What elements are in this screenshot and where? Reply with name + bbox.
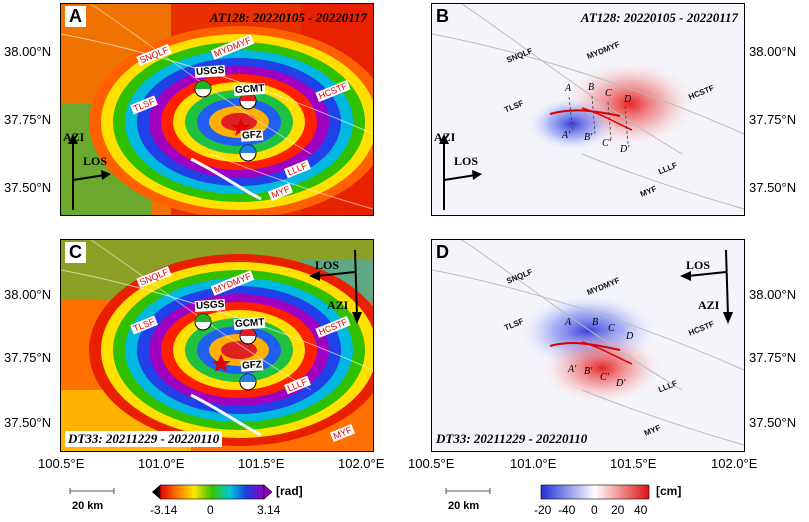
colorbar-cm (540, 484, 650, 500)
panel-title: AT128: 20220105 - 20220117 (580, 10, 738, 25)
profile-start-label: D (624, 94, 632, 105)
profile-start-label: A (565, 317, 572, 328)
colorbar-unit: [cm] (656, 484, 682, 498)
lon-tick-label: 101.5°E (610, 456, 657, 471)
lon-tick-label: 100.5°E (408, 456, 455, 471)
profile-start-label: C (605, 88, 612, 99)
los-label: LOS (686, 258, 711, 272)
mechanism-label: GCMT (233, 316, 266, 331)
azi-los-arrows (309, 249, 362, 324)
azi-label: AZI (327, 298, 349, 312)
profile-start-label: C (608, 323, 615, 334)
lat-tick-label: 37.50°N (749, 180, 797, 195)
profile-end-label: D' (616, 378, 626, 389)
colorbar-tick: 0 (591, 503, 598, 517)
profile-end-label: A' (562, 130, 571, 141)
lon-tick-label: 102.0°E (711, 456, 758, 471)
epicenter-star (211, 354, 231, 372)
scalebar-right (445, 488, 491, 494)
lat-tick-label: 37.50°N (749, 415, 797, 430)
lon-tick-label: 101.5°E (238, 456, 285, 471)
lat-tick-label: 37.50°N (4, 415, 52, 430)
scalebar-left (69, 488, 115, 494)
rupture-trace (549, 109, 621, 117)
mechanism-label: USGS (194, 298, 226, 313)
profile-start-label: A (565, 83, 572, 94)
lon-tick-label: 100.5°E (38, 456, 85, 471)
azi-label: AZI (698, 298, 720, 312)
lat-tick-label: 37.75°N (749, 112, 797, 127)
profile-start-label: B (588, 82, 595, 93)
rupture-trace (549, 342, 621, 351)
profile-end-label: B' (584, 366, 593, 377)
panel-d-displacement: D DT33: 20211229 - 20220110 SNQLF MYDMYF… (431, 239, 745, 452)
profile-end-label: D' (620, 144, 630, 155)
scalebar-label: 20 km (72, 500, 104, 512)
colorbar-rad (152, 484, 272, 500)
lat-tick-label: 38.00°N (4, 44, 52, 59)
mechanism-label: GCMT (233, 82, 266, 97)
colorbar-unit: [rad] (276, 484, 303, 498)
displacement-map (432, 4, 744, 215)
lat-tick-label: 37.75°N (749, 350, 797, 365)
azi-los-arrows (439, 134, 482, 210)
mechanism-label: GFZ (240, 129, 264, 142)
mechanism-label: GFZ (240, 359, 264, 372)
panel-b-displacement: B AT128: 20220105 - 20220117 SNQLF MYDMY… (431, 3, 745, 216)
profile-start-label: B (592, 317, 599, 328)
profile-end-label: C' (600, 372, 609, 383)
panel-a-wrapped-interferogram: A AT128: 20220105 - 20220117 SNQLF MYDMY… (60, 3, 374, 216)
profile-start-label: D (626, 331, 634, 342)
lat-tick-label: 37.75°N (4, 350, 52, 365)
panel-label: A (65, 6, 86, 27)
profile-end-label: A' (568, 364, 577, 375)
los-label: LOS (315, 258, 340, 272)
lon-tick-label: 101.0°E (510, 456, 557, 471)
lat-tick-label: 37.50°N (4, 180, 52, 195)
lat-tick-label: 38.00°N (4, 287, 52, 302)
panel-label: C (65, 242, 86, 263)
lat-tick-label: 38.00°N (749, 44, 797, 59)
epicenter-star (231, 118, 251, 136)
lat-tick-label: 38.00°N (749, 287, 797, 302)
los-label: LOS (83, 154, 108, 168)
mechanism-label: USGS (194, 64, 226, 79)
lon-tick-label: 102.0°E (338, 456, 385, 471)
displacement-map (432, 240, 744, 451)
lat-tick-label: 37.75°N (4, 112, 52, 127)
panel-label: D (436, 242, 449, 262)
colorbar-tick: -20 (534, 503, 552, 517)
panel-title: DT33: 20211229 - 20220110 (65, 431, 223, 447)
colorbar-tick: 3.14 (257, 503, 281, 517)
colorbar-tick: -40 (558, 503, 576, 517)
scalebar-label: 20 km (448, 500, 480, 512)
azi-los-arrows (680, 249, 733, 324)
azi-los-arrows (68, 134, 111, 210)
profile-end-label: B' (584, 132, 593, 143)
panel-title: AT128: 20220105 - 20220117 (209, 10, 367, 25)
colorbar-tick: 40 (634, 503, 648, 517)
panel-label: B (436, 6, 449, 26)
colorbar-tick: 20 (611, 503, 625, 517)
colorbar-tick: -3.14 (150, 503, 178, 517)
profile-end-label: C' (602, 138, 611, 149)
azi-label: AZI (63, 130, 85, 144)
panel-c-wrapped-interferogram: C DT33: 20211229 - 20220110 SNQLF MYDMYF… (60, 239, 374, 452)
lon-tick-label: 101.0°E (138, 456, 185, 471)
colorbar-tick: 0 (207, 503, 214, 517)
azi-label: AZI (434, 130, 456, 144)
los-label: LOS (454, 154, 479, 168)
panel-title: DT33: 20211229 - 20220110 (436, 431, 588, 446)
